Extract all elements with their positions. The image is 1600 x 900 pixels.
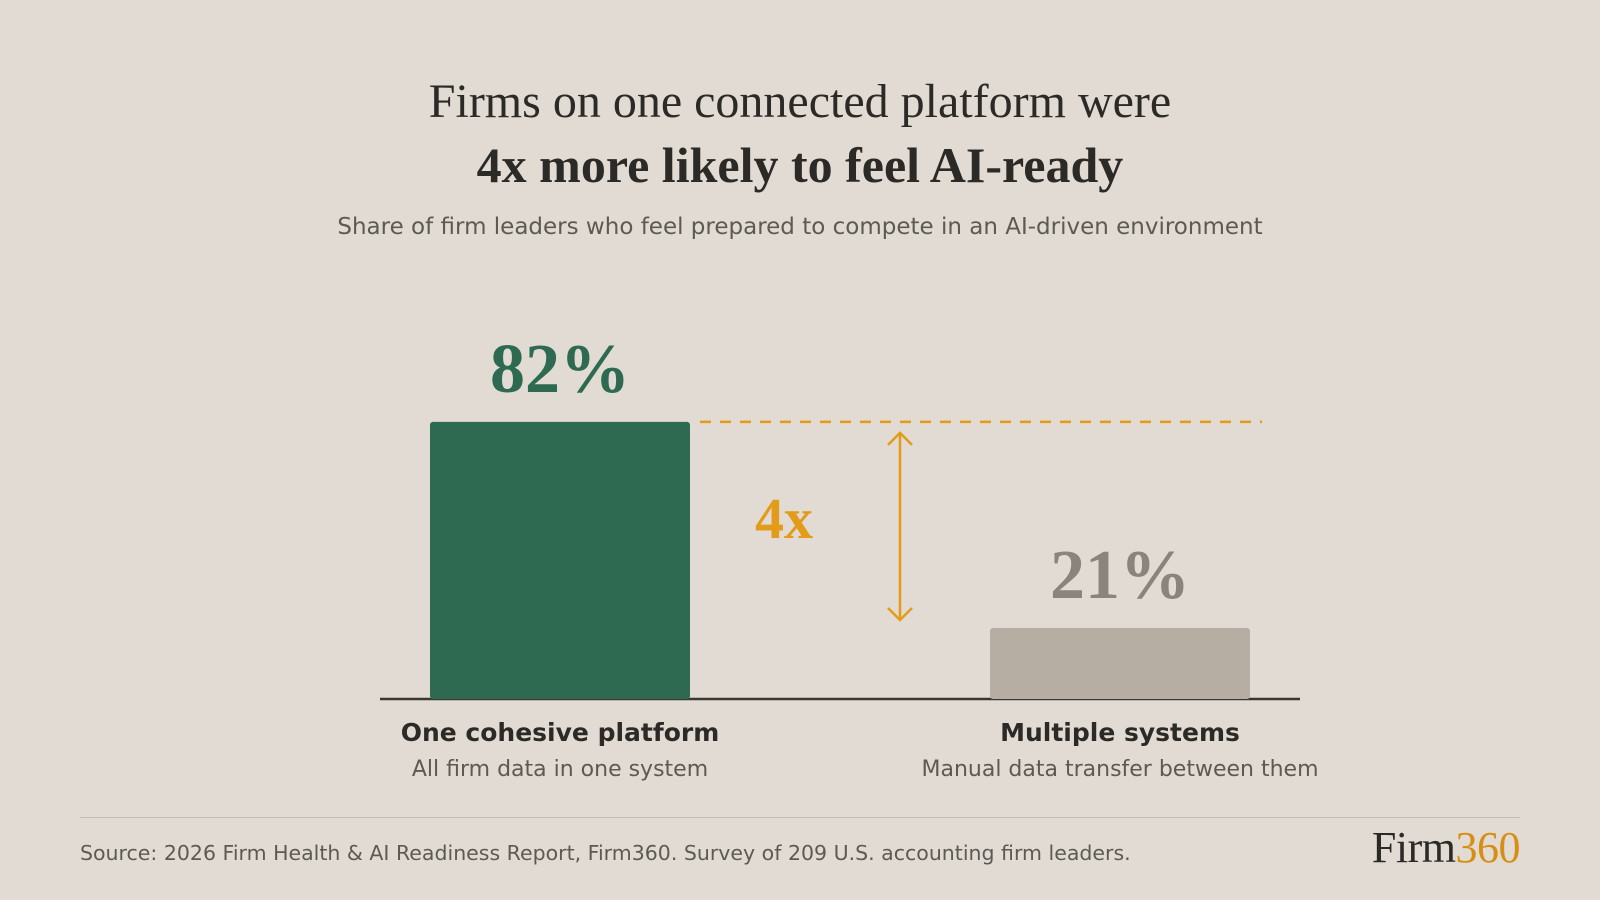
value-label-multiple: 21% bbox=[1050, 537, 1190, 614]
firm360-logo: Firm360 bbox=[1371, 822, 1521, 873]
category-desc-cohesive: All firm data in one system bbox=[411, 757, 709, 782]
arrow-head-up bbox=[887, 431, 913, 446]
category-desc-multiple: Manual data transfer between them bbox=[921, 757, 1319, 782]
logo-text-firm: Firm bbox=[1371, 823, 1456, 872]
footer-divider bbox=[80, 817, 1520, 818]
chart-title-line2: 4x more likely to feel AI-ready bbox=[476, 137, 1124, 193]
source-note: Source: 2026 Firm Health & AI Readiness … bbox=[80, 841, 1131, 865]
chart-subtitle: Share of firm leaders who feel prepared … bbox=[337, 214, 1263, 240]
arrow-head-down bbox=[887, 607, 913, 622]
logo-text-360: 360 bbox=[1455, 823, 1521, 872]
chart-title-line1: Firms on one connected platform were bbox=[428, 75, 1172, 128]
value-label-cohesive: 82% bbox=[490, 331, 630, 408]
category-label-multiple: Multiple systems bbox=[1000, 718, 1240, 747]
category-label-cohesive: One cohesive platform bbox=[400, 718, 720, 747]
multiplier-label: 4x bbox=[755, 486, 813, 551]
bar-cohesive-platform bbox=[430, 421, 690, 699]
bar-multiple-systems bbox=[990, 628, 1250, 699]
